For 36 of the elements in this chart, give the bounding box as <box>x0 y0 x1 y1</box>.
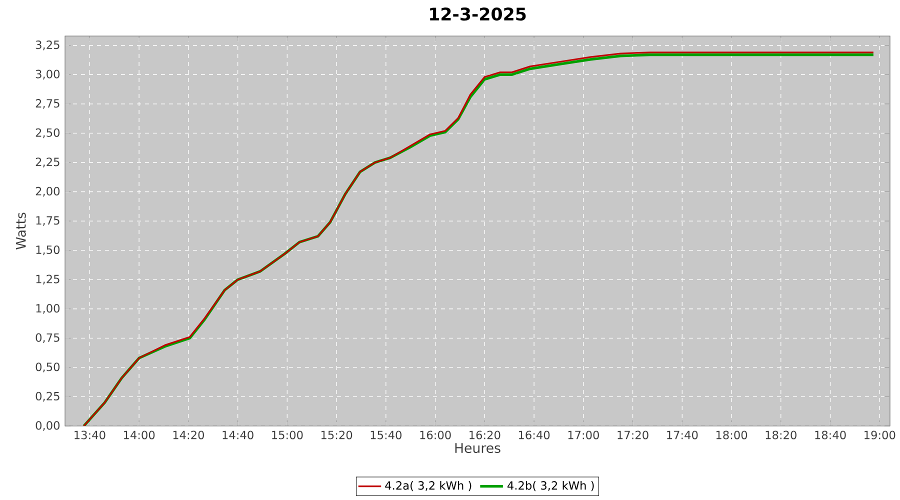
x-tick-label: 19:00 <box>864 430 896 440</box>
legend-label: 4.2a( 3,2 kWh ) <box>385 480 472 492</box>
y-tick-label: 2,50 <box>36 128 60 138</box>
x-tick-label: 13:40 <box>74 430 106 440</box>
x-tick-label: 14:40 <box>222 430 254 440</box>
x-tick-label: 15:40 <box>370 430 402 440</box>
chart-title: 12-3-2025 <box>430 8 526 21</box>
y-tick-label: 0,50 <box>36 362 60 372</box>
y-tick-label: 1,50 <box>36 245 60 256</box>
y-tick-label: 1,00 <box>36 304 60 314</box>
y-tick-label: 0,75 <box>36 333 60 344</box>
y-axis-title: Watts <box>16 212 26 250</box>
x-tick-label: 17:00 <box>568 430 599 440</box>
x-tick-label: 17:20 <box>618 430 648 440</box>
x-tick-label: 18:00 <box>716 430 748 440</box>
y-tick-label: 0,25 <box>36 392 60 402</box>
x-tick-label: 18:40 <box>815 430 846 440</box>
y-tick-label: 2,00 <box>36 186 60 197</box>
x-tick-label: 18:20 <box>766 430 796 440</box>
x-tick-label: 16:20 <box>470 430 500 440</box>
x-tick-label: 17:40 <box>667 430 698 440</box>
y-tick-label: 3,25 <box>36 40 60 50</box>
y-tick-label: 2,75 <box>36 99 60 109</box>
x-tick-label: 16:00 <box>420 430 451 440</box>
x-tick-label: 15:00 <box>272 430 303 440</box>
x-tick-label: 14:00 <box>124 430 155 440</box>
x-tick-label: 15:20 <box>321 430 352 440</box>
x-axis-title: Heures <box>455 443 500 454</box>
y-tick-label: 1,75 <box>36 216 60 226</box>
x-tick-label: 14:20 <box>173 430 204 440</box>
legend-label: 4.2b( 3,2 kWh ) <box>507 480 594 492</box>
y-tick-label: 3,00 <box>36 70 60 80</box>
y-tick-label: 2,25 <box>36 158 60 168</box>
y-tick-label: 0,00 <box>36 421 60 431</box>
x-tick-label: 16:40 <box>518 430 550 440</box>
y-tick-label: 1,25 <box>36 274 60 284</box>
